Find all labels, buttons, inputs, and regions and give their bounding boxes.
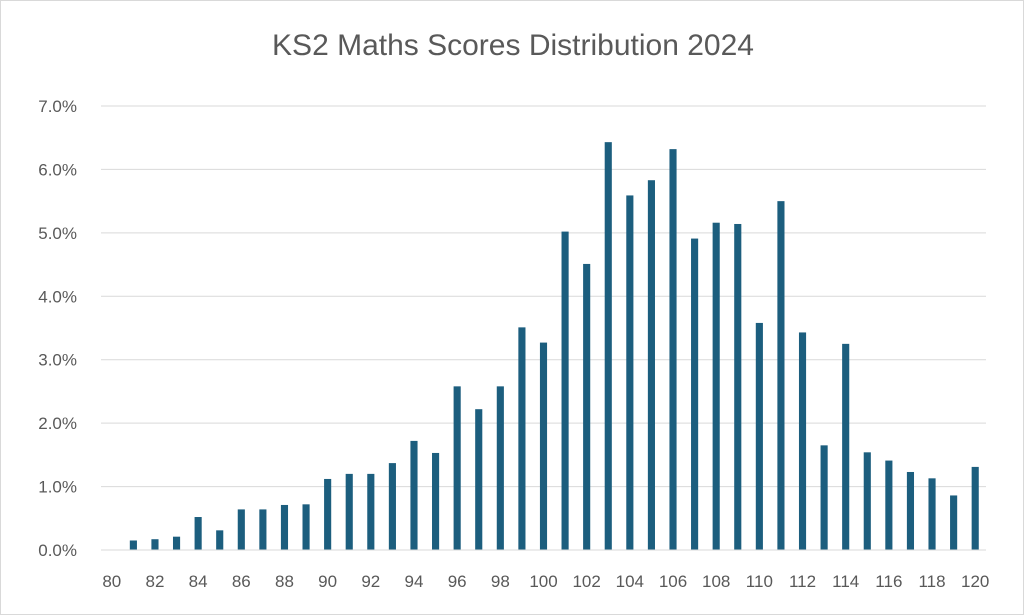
bar-87	[259, 509, 267, 550]
bar-115	[863, 452, 871, 550]
x-tick-label: 94	[405, 572, 424, 591]
bar-96	[453, 386, 461, 550]
x-tick-label: 88	[275, 572, 294, 591]
x-tick-label: 118	[918, 572, 945, 591]
bar-113	[820, 445, 828, 550]
bar-105	[647, 180, 655, 550]
y-axis-tick-labels: 0.0% 1.0% 2.0% 3.0% 4.0% 5.0% 6.0% 7.0%	[38, 97, 77, 560]
x-tick-label: 100	[529, 572, 557, 591]
y-tick-label: 3.0%	[38, 351, 77, 370]
bar-108	[712, 222, 720, 551]
y-tick-label: 6.0%	[38, 160, 77, 179]
x-tick-label: 114	[832, 572, 859, 591]
bar-114	[842, 343, 850, 550]
x-axis-tick-labels: 80 82 84 86 88 90 92 94 96 98 100 102 104 106 108 110 11…	[102, 572, 989, 591]
bar-103	[604, 142, 612, 550]
bar-97	[475, 409, 483, 550]
y-tick-label: 2.0%	[38, 414, 77, 433]
bar-107	[691, 238, 699, 550]
x-tick-label: 98	[491, 572, 510, 591]
bar-117	[906, 471, 915, 550]
bar-93	[388, 463, 396, 550]
x-tick-label: 112	[789, 572, 816, 591]
bar-104	[626, 195, 634, 551]
bar-119	[950, 495, 958, 550]
bar-98	[496, 386, 504, 550]
bar-95	[432, 452, 440, 550]
bar-88	[280, 504, 289, 550]
bar-109	[734, 223, 742, 550]
x-tick-label: 82	[146, 572, 165, 591]
bars	[129, 142, 979, 551]
chart-title: KS2 Maths Scores Distribution 2024	[272, 29, 754, 62]
bar-102	[583, 263, 591, 550]
bar-90	[324, 478, 332, 550]
x-tick-label: 108	[702, 572, 730, 591]
bar-91	[345, 473, 353, 550]
x-tick-label: 110	[746, 572, 773, 591]
x-tick-label: 92	[361, 572, 380, 591]
bar-84	[194, 517, 202, 550]
x-tick-label: 120	[961, 572, 989, 591]
y-tick-label: 1.0%	[38, 478, 77, 497]
bar-100	[539, 342, 548, 550]
bar-85	[216, 530, 224, 550]
bar-111	[777, 201, 785, 550]
x-tick-label: 104	[616, 572, 644, 591]
bar-116	[885, 460, 893, 550]
x-tick-label: 96	[448, 572, 467, 591]
bar-81	[129, 540, 137, 550]
bar-83	[172, 536, 181, 550]
bar-110	[755, 322, 763, 550]
y-tick-label: 5.0%	[38, 224, 77, 243]
bar-120	[971, 466, 979, 550]
x-tick-label: 84	[189, 572, 208, 591]
bar-82	[151, 539, 159, 550]
bar-89	[302, 504, 310, 550]
bar-106	[669, 149, 677, 551]
x-tick-label: 106	[659, 572, 687, 591]
y-tick-label: 0.0%	[38, 541, 77, 560]
y-tick-label: 4.0%	[38, 287, 77, 306]
x-tick-label: 116	[875, 572, 902, 591]
x-tick-label: 86	[232, 572, 251, 591]
bar-92	[367, 473, 375, 550]
x-tick-label: 102	[572, 572, 600, 591]
bar-112	[798, 332, 807, 550]
bar-101	[561, 231, 569, 551]
bar-94	[410, 440, 418, 550]
x-tick-label: 90	[318, 572, 337, 591]
bar-86	[237, 509, 245, 550]
bar-99	[518, 327, 526, 550]
y-tick-label: 7.0%	[38, 97, 77, 116]
bar-118	[928, 478, 936, 550]
x-tick-label: 80	[102, 572, 121, 591]
